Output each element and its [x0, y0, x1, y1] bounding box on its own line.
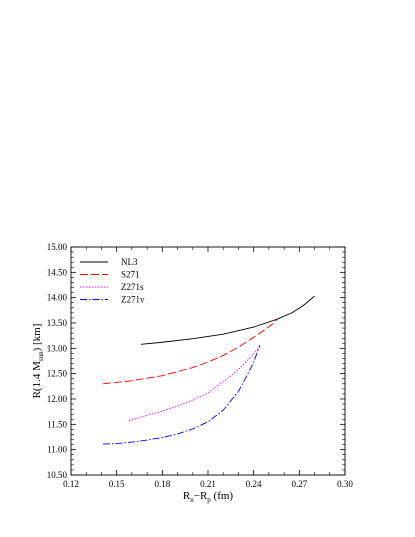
- y-tick-label: 14.00: [47, 293, 68, 303]
- y-tick-label: 11.00: [47, 445, 67, 455]
- x-tick-label: 0.21: [200, 479, 216, 489]
- series-line-nl3: [140, 295, 315, 345]
- legend-label-z271v: Z271v: [121, 295, 145, 305]
- tick-labels: 0.12 0.15 0.18 0.21 0.24 0.27 0.30 10.50 11.00 11…: [47, 242, 354, 489]
- y-tick-label: 10.50: [47, 470, 68, 480]
- series-lines: [102, 295, 315, 445]
- y-tick-label: 15.00: [47, 242, 68, 252]
- legend-label-nl3: NL3: [121, 257, 138, 267]
- series-line-z271s: [128, 346, 261, 422]
- y-tick-label: 14.50: [47, 267, 68, 277]
- y-axis-label: R(1.4 Msun) [km]: [31, 324, 45, 399]
- series-line-z271v: [102, 345, 261, 445]
- x-tick-label: 0.15: [109, 479, 125, 489]
- y-tick-label: 13.50: [47, 318, 68, 328]
- x-tick-label: 0.27: [291, 479, 307, 489]
- legend-label-s271: S271: [121, 270, 140, 280]
- y-tick-label: 13.00: [47, 343, 68, 353]
- series-line-s271: [102, 318, 279, 385]
- x-tick-label: 0.18: [154, 479, 170, 489]
- x-tick-label: 0.24: [246, 479, 262, 489]
- legend-label-z271s: Z271s: [121, 282, 144, 292]
- y-tick-label: 11.50: [47, 419, 67, 429]
- y-tick-label: 12.50: [47, 369, 68, 379]
- x-tick-label: 0.30: [337, 479, 353, 489]
- x-axis-label: Rn−Rp (fm): [183, 490, 234, 504]
- y-tick-label: 12.00: [47, 394, 68, 404]
- x-tick-label: 0.12: [63, 479, 79, 489]
- legend: NL3 S271 Z271s Z271v: [80, 257, 145, 305]
- plot-frame: [70, 246, 346, 476]
- axis-ticks: [70, 246, 346, 476]
